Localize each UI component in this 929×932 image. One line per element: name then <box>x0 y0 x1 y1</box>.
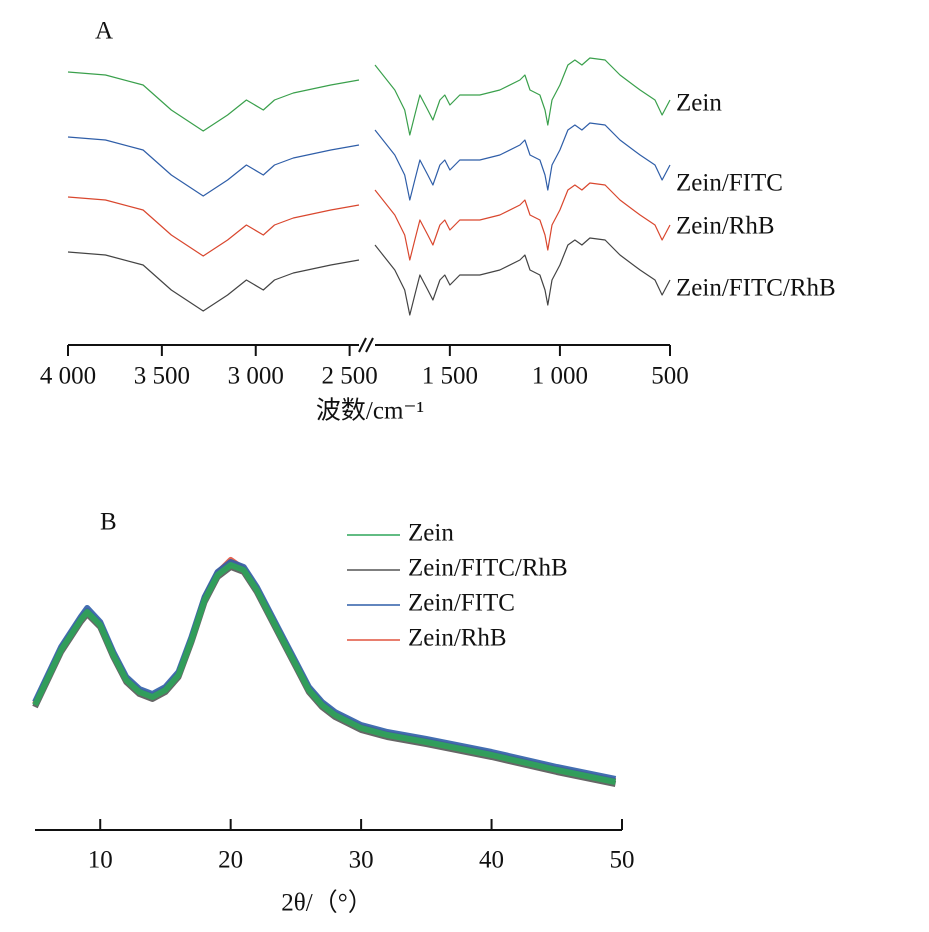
legend-label: Zein/FITC <box>408 590 515 617</box>
legend-label: Zein/RhB <box>408 625 507 652</box>
series-line <box>67 237 671 316</box>
series-label: Zein/FITC/RhB <box>676 275 836 302</box>
series-label: Zein <box>676 90 722 117</box>
x-tick-label: 30 <box>349 847 374 874</box>
axis-break <box>365 337 374 353</box>
x-tick-label: 50 <box>610 847 635 874</box>
x-tick-label: 20 <box>218 847 243 874</box>
x-tick-label: 10 <box>88 847 113 874</box>
x-tick-label: 500 <box>651 363 689 390</box>
x-tick-label: 40 <box>479 847 504 874</box>
x-axis-label: 2θ/（°） <box>281 889 372 917</box>
series-label: Zein/FITC <box>676 170 783 197</box>
axis-break <box>358 337 367 353</box>
legend-label: Zein <box>408 520 454 547</box>
x-axis-label: 波数/cm⁻¹ <box>316 397 424 425</box>
series-line <box>67 122 671 201</box>
x-tick-label: 2 500 <box>321 363 377 390</box>
x-tick-label: 1 500 <box>422 363 478 390</box>
x-tick-label: 3 000 <box>228 363 284 390</box>
x-tick-label: 1 000 <box>532 363 588 390</box>
panel-label: A <box>95 18 113 45</box>
series-line <box>32 562 617 785</box>
series-label: Zein/RhB <box>676 213 775 240</box>
series-line <box>67 57 671 136</box>
series-line <box>67 182 671 261</box>
panel-label: B <box>100 509 117 536</box>
x-tick-label: 3 500 <box>134 363 190 390</box>
legend-label: Zein/FITC/RhB <box>408 555 568 582</box>
x-tick-label: 4 000 <box>40 363 96 390</box>
